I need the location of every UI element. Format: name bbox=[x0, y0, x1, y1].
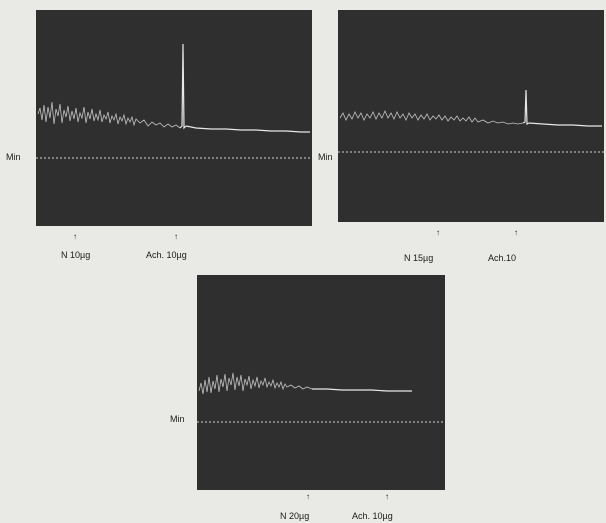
response-spike-2 bbox=[522, 89, 530, 125]
tail-trace-3 bbox=[312, 388, 412, 392]
tail-trace-2 bbox=[528, 122, 602, 127]
marker-label-3b: Ach. 10µg bbox=[352, 511, 393, 521]
response-spike-1 bbox=[179, 43, 187, 130]
marker-label-1a: N 10µg bbox=[61, 250, 91, 260]
marker-arrow-1a: ↑ bbox=[73, 232, 77, 241]
trace-plot-3 bbox=[197, 372, 445, 423]
marker-arrow-1b: ↑ bbox=[174, 232, 178, 241]
marker-arrow-2a: ↑ bbox=[436, 228, 440, 237]
tail-trace-1 bbox=[185, 125, 310, 133]
recording-panel-2 bbox=[338, 10, 604, 222]
marker-label-2a: N 15µg bbox=[404, 253, 434, 263]
trace-plot-2 bbox=[338, 89, 604, 153]
min-label-1: Min bbox=[6, 152, 21, 162]
marker-label-2b: Ach.10 bbox=[488, 253, 517, 263]
noise-trace-2 bbox=[339, 109, 524, 125]
min-label-2: Min bbox=[318, 152, 333, 162]
marker-arrow-3b: ↑ bbox=[385, 492, 389, 501]
min-label-3: Min bbox=[170, 414, 185, 424]
marker-label-1b: Ach. 10µg bbox=[146, 250, 187, 260]
recording-panel-3 bbox=[197, 275, 445, 490]
noise-trace-3 bbox=[198, 372, 313, 395]
marker-arrow-3a: ↑ bbox=[306, 492, 310, 501]
trace-plot-1 bbox=[36, 43, 312, 159]
marker-arrow-2b: ↑ bbox=[514, 228, 518, 237]
marker-label-3a: N 20µg bbox=[280, 511, 310, 521]
noise-trace-1 bbox=[37, 101, 181, 129]
recording-panel-1 bbox=[36, 10, 312, 226]
